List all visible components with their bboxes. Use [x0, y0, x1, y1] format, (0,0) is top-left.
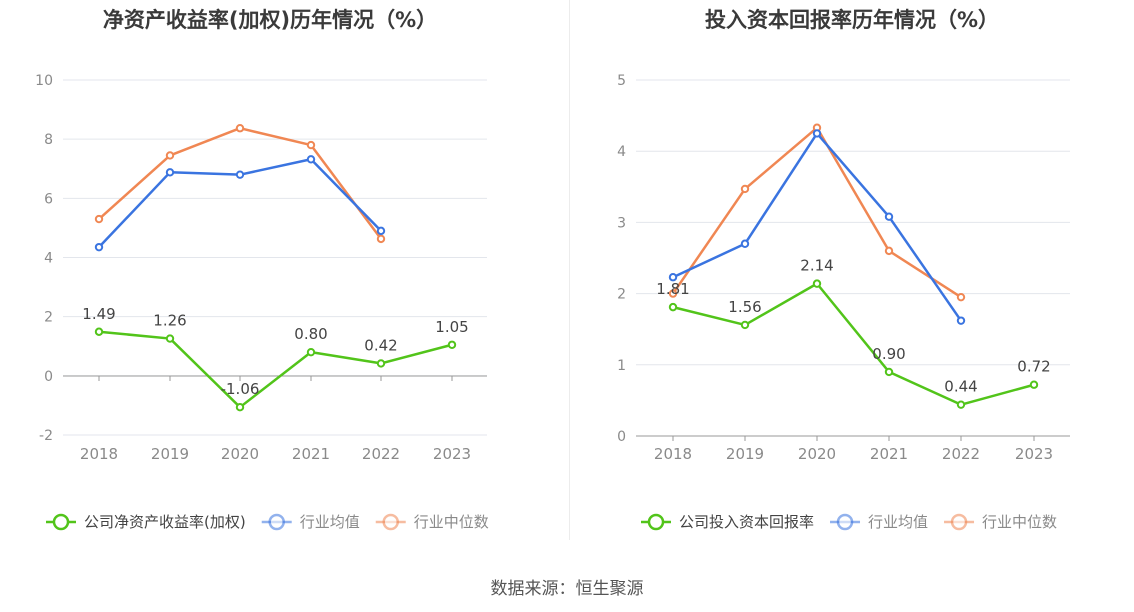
roic-legend-marker-2 [950, 513, 968, 531]
roe-legend-marker-0 [52, 513, 70, 531]
roic-point-2 [884, 246, 894, 256]
roe-point-0 [447, 340, 457, 349]
roe-point-1 [306, 155, 316, 164]
roe-series-line-2 [98, 126, 383, 240]
roe-point-1 [235, 170, 245, 179]
roe-point-0 [235, 402, 245, 412]
roic-point-1 [740, 239, 750, 248]
roic-data-label: 2.14 [800, 257, 833, 275]
roe-x-tick-label: 2019 [151, 445, 189, 463]
roic-point-1 [956, 316, 966, 325]
roic-data-label: 1.56 [728, 298, 761, 316]
roe-legend-marker-1 [268, 513, 285, 531]
data-source: 数据来源：恒生聚源 [0, 574, 1134, 599]
chart-title-roe: 净资产收益率(加权)历年情况（%） [102, 8, 438, 32]
roe-y-tick-label: 0 [44, 369, 53, 385]
roe-y-tick-label: 4 [44, 251, 53, 267]
roe-legend-label-1: 行业均值 [300, 513, 360, 531]
chart-title-roic: 投入资本回报率历年情况（%） [704, 8, 1000, 32]
roe-legend-marker-2 [382, 513, 399, 531]
roic-x-tick-label: 2023 [1015, 445, 1053, 463]
roic-y-tick-label: 3 [617, 215, 626, 231]
roic-point-2 [740, 184, 750, 194]
roe-data-label: 0.42 [364, 336, 397, 354]
roic-data-label: 0.90 [872, 345, 905, 363]
data-source-label: 数据来源： [490, 579, 576, 599]
roic-point-1 [812, 129, 822, 138]
roic-x-tick-label: 2019 [726, 445, 764, 463]
roe-point-1 [376, 226, 386, 236]
roic-series-line-0 [672, 282, 1035, 406]
roic-y-tick-label: 1 [617, 358, 626, 374]
roic-point-0 [1029, 380, 1039, 389]
roe-point-1 [165, 168, 175, 177]
roic-point-0 [884, 367, 894, 377]
roic-point-2 [956, 292, 966, 302]
roe-point-2 [306, 140, 316, 150]
roic-point-0 [812, 279, 822, 288]
roic-y-tick-label: 2 [617, 287, 626, 303]
roe-x-tick-label: 2022 [362, 445, 400, 463]
roic-point-2 [668, 289, 678, 298]
roe-x-tick-label: 2020 [221, 445, 259, 463]
roe-point-1 [94, 242, 104, 252]
roe-x-tick-label: 2023 [433, 445, 471, 463]
roe-point-2 [94, 214, 104, 224]
roe-point-0 [94, 327, 104, 336]
roe-data-label: 1.49 [82, 305, 115, 323]
roe-point-0 [306, 347, 316, 357]
roe-data-label: 0.80 [294, 325, 327, 343]
roic-point-0 [956, 400, 966, 409]
data-source-name: 恒生聚源 [575, 579, 644, 599]
roic-data-label: 1.81 [656, 280, 689, 298]
roic-point-1 [884, 212, 894, 221]
roe-series-line-0 [98, 330, 453, 409]
roe-data-label: -1.06 [221, 380, 260, 398]
roic-legend-marker-0 [647, 513, 665, 531]
roe-x-tick-label: 2018 [80, 445, 118, 463]
roe-legend-label-2: 行业中位数 [414, 513, 489, 531]
roe-point-2 [376, 234, 386, 244]
roe-y-tick-label: 8 [44, 132, 53, 148]
roic-series-line-1 [672, 132, 963, 322]
roe-point-2 [235, 124, 245, 133]
roic-y-tick-label: 4 [617, 144, 626, 160]
roe-data-label: 1.05 [435, 318, 468, 336]
roic-point-0 [668, 302, 678, 312]
roic-y-tick-label: 0 [617, 429, 626, 445]
roic-data-label: 0.72 [1017, 358, 1050, 376]
roic-legend-label-2: 行业中位数 [982, 513, 1057, 531]
roic-data-label: 0.44 [944, 378, 977, 396]
roic-x-tick-label: 2022 [942, 445, 980, 463]
roic-legend-label-0: 公司投入资本回报率 [679, 513, 814, 531]
roe-point-0 [165, 334, 175, 343]
roe-y-tick-label: 10 [35, 73, 53, 89]
roe-legend-label-0: 公司净资产收益率(加权) [84, 513, 246, 531]
roic-legend-marker-1 [836, 513, 854, 531]
roe-y-tick-label: -2 [39, 428, 53, 444]
roic-point-1 [668, 273, 678, 282]
roic-y-tick-label: 5 [617, 73, 626, 89]
roe-data-label: 1.26 [153, 312, 186, 330]
roic-legend-label-1: 行业均值 [868, 513, 928, 531]
roe-x-tick-label: 2021 [292, 445, 330, 463]
roic-x-tick-label: 2018 [654, 445, 692, 463]
roe-point-2 [165, 151, 175, 160]
roic-point-0 [740, 320, 750, 330]
roe-point-0 [376, 359, 386, 368]
roic-x-tick-label: 2020 [798, 445, 836, 463]
panel-divider [569, 0, 570, 540]
roic-x-tick-label: 2021 [870, 445, 908, 463]
roe-y-tick-label: 6 [44, 191, 53, 207]
roe-y-tick-label: 2 [44, 310, 53, 326]
